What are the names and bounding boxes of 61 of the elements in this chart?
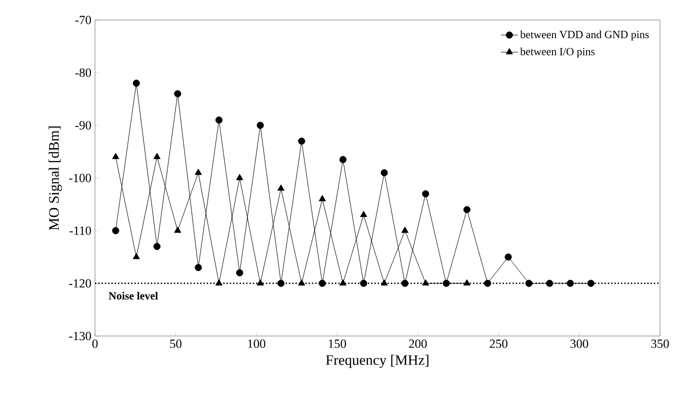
point: [132, 80, 140, 87]
point: [525, 280, 532, 287]
y-tick-label: -100: [69, 174, 91, 182]
y-tick-label: -120: [69, 279, 91, 288]
point: [318, 195, 326, 202]
point: [339, 156, 346, 164]
x-tick-label: 200: [409, 340, 427, 348]
point: [380, 279, 388, 286]
point: [112, 152, 120, 160]
x-tick-label: 350: [651, 340, 669, 348]
point: [546, 280, 554, 287]
ref-line-label: Noise level: [108, 292, 158, 300]
point: [194, 264, 202, 272]
point: [277, 280, 285, 287]
point: [298, 138, 306, 145]
point: [339, 279, 346, 286]
point: [153, 242, 161, 250]
legend-label: between VDD and GND pins: [520, 30, 649, 40]
point: [422, 190, 430, 198]
point: [442, 280, 450, 287]
point: [360, 280, 368, 287]
point: [380, 169, 388, 176]
y-tick-label: -70: [75, 16, 92, 24]
y-tick-label: -90: [75, 121, 92, 130]
x-tick-label: 0: [92, 340, 98, 348]
point: [277, 184, 284, 191]
legend-label: between I/O pins: [520, 48, 595, 58]
point: [401, 226, 408, 233]
point: [132, 252, 140, 260]
point: [256, 279, 264, 286]
point: [215, 279, 223, 286]
point: [194, 168, 202, 175]
point: [318, 280, 326, 287]
x-tick-label: 250: [490, 340, 508, 348]
point: [174, 90, 182, 98]
point: [256, 122, 264, 129]
point: [236, 174, 244, 180]
point: [236, 269, 244, 276]
point: [298, 279, 306, 286]
y-tick-label: -80: [75, 68, 92, 77]
point: [587, 280, 594, 287]
x-tick-label: 50: [170, 340, 182, 348]
point: [463, 279, 470, 286]
point: [504, 253, 512, 261]
point: [422, 279, 430, 286]
point: [215, 116, 223, 124]
point: [566, 280, 574, 287]
point: [112, 227, 120, 234]
x-tick-label: 300: [570, 340, 588, 348]
point: [463, 206, 470, 214]
y-tick-label: -110: [70, 226, 92, 235]
y-axis-title: MO Signal [dBm]: [48, 126, 62, 230]
point: [174, 226, 182, 233]
point: [153, 152, 161, 160]
x-tick-label: 150: [328, 340, 346, 348]
y-tick-label: -130: [69, 332, 91, 340]
x-axis-title: Frequency [MHz]: [326, 354, 428, 368]
point: [484, 280, 492, 287]
point: [401, 280, 408, 287]
x-tick-label: 100: [248, 340, 266, 348]
point: [360, 210, 368, 218]
